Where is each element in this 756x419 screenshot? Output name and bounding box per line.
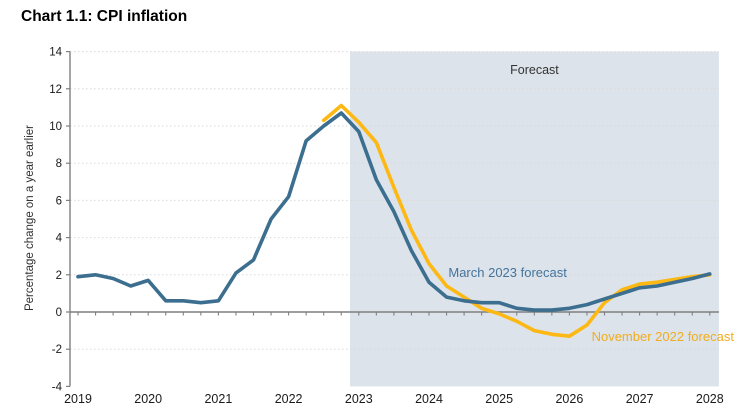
y-tick-label--2: -2 xyxy=(52,344,62,356)
x-tick-label-2026: 2026 xyxy=(555,392,583,406)
y-tick-label-2: 2 xyxy=(56,270,62,282)
series-line-march-2023-forecast xyxy=(76,111,712,312)
y-tick-label-6: 6 xyxy=(56,195,62,207)
x-tick-label-2021: 2021 xyxy=(204,392,232,406)
y-tick-label-12: 12 xyxy=(49,84,62,96)
y-tick-label-0: 0 xyxy=(56,307,62,319)
x-tick-label-2025: 2025 xyxy=(485,392,513,406)
x-tick-label-2019: 2019 xyxy=(64,392,92,406)
x-tick-label-2023: 2023 xyxy=(345,392,373,406)
annotation-november-forecast: November 2022 forecast xyxy=(592,329,735,344)
x-tick-label-2024: 2024 xyxy=(415,392,443,406)
forecast-region-label: Forecast xyxy=(510,63,559,77)
y-tick-label-8: 8 xyxy=(56,158,62,170)
y-tick-label-10: 10 xyxy=(49,121,62,133)
y-tick-label-14: 14 xyxy=(49,47,62,59)
series-line-november-2022-forecast xyxy=(321,103,712,339)
x-tick-label-2027: 2027 xyxy=(626,392,654,406)
x-tick-label-2020: 2020 xyxy=(134,392,162,406)
x-tick-label-2022: 2022 xyxy=(275,392,303,406)
y-tick-label-4: 4 xyxy=(56,233,63,245)
annotation-march-forecast: March 2023 forecast xyxy=(448,265,567,280)
chart-title: Chart 1.1: CPI inflation xyxy=(21,8,188,25)
x-tick-label-2028: 2028 xyxy=(696,392,724,406)
y-tick-label--4: -4 xyxy=(52,381,63,393)
